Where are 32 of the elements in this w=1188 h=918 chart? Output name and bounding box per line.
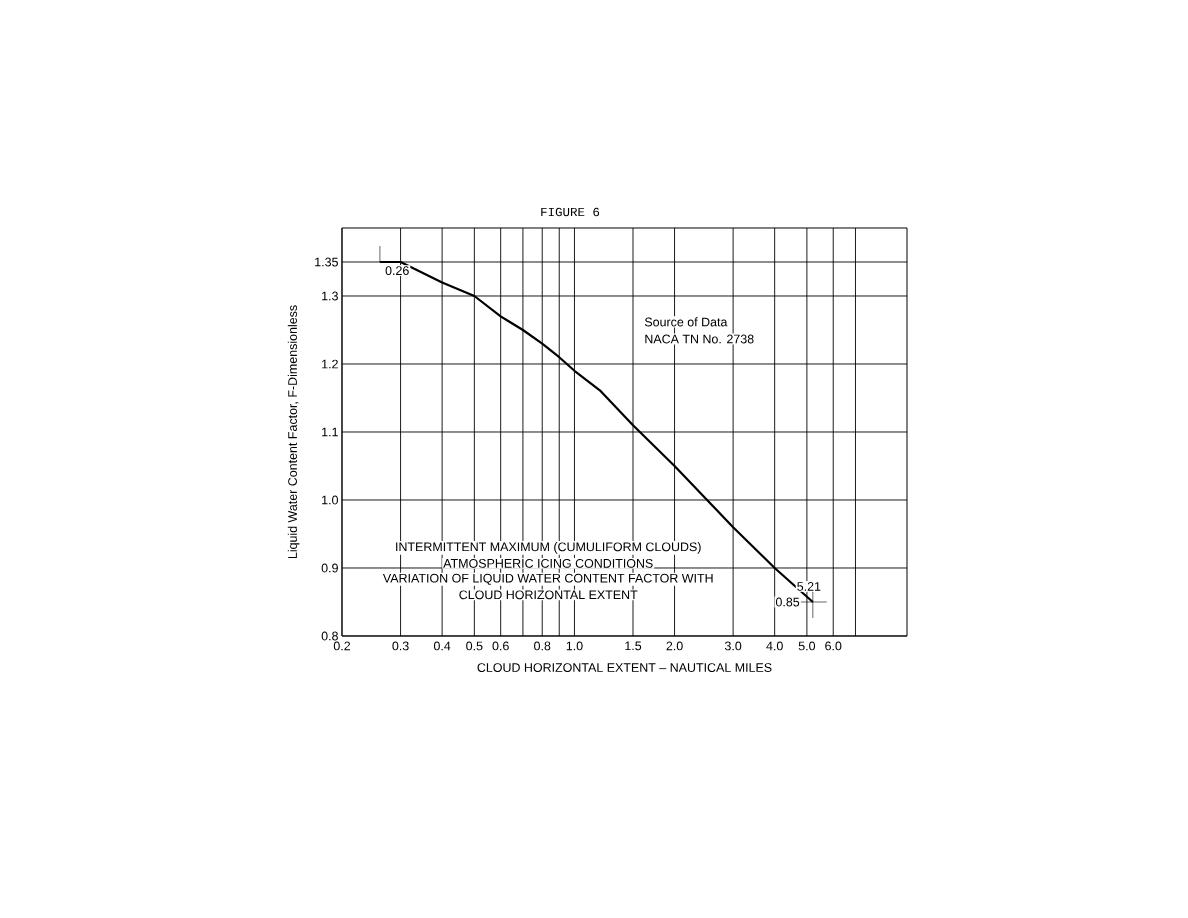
x-tick-label: 4.0 (766, 641, 783, 651)
x-tick-label: 0.2 (333, 641, 351, 651)
x-tick-label: 6.0 (825, 641, 842, 651)
annotation: VARIATION OF LIQUID WATER CONTENT FACTOR WITH (382, 573, 713, 585)
x-tick-label: 0.3 (392, 641, 409, 651)
x-tick-label: 1.0 (566, 641, 583, 651)
y-tick-label: 1.35 (315, 257, 338, 267)
annotation: CLOUD HORIZONTAL EXTENT (459, 590, 638, 600)
annotation: 0.85 (775, 597, 800, 607)
annotation: INTERMITTENT MAXIMUM (CUMULIFORM CLOUDS) (396, 542, 701, 554)
annotation: 0.26 (385, 266, 409, 275)
x-tick-label: 2.0 (666, 641, 683, 651)
chart-title: FIGURE 6 (541, 207, 600, 217)
y-axis-title: Liquid Water Content Factor, F-Dimensionless (287, 305, 300, 559)
x-tick-label: 0.6 (492, 641, 509, 651)
annotation: Source of Data (644, 317, 728, 327)
annotation: ATMOSPHERIC ICING CONDITIONS (443, 558, 653, 568)
y-tick-label: 0.9 (321, 563, 338, 573)
x-tick-label: 3.0 (724, 641, 742, 651)
y-tick-label: 1.3 (322, 291, 338, 301)
x-tick-label: 5.0 (798, 641, 816, 651)
y-tick-label: 1.0 (322, 495, 338, 505)
annotation: NACA TN No. 2738 (645, 334, 754, 344)
y-tick-label: 1.2 (322, 359, 338, 369)
x-axis-title: CLOUD HORIZONTAL EXTENT – NAUTICAL MILES (477, 663, 772, 672)
annotation: 5.21 (797, 582, 821, 591)
y-tick-label: 1.1 (322, 427, 338, 437)
x-tick-label: 0.8 (534, 641, 551, 651)
x-tick-label: 0.4 (433, 641, 451, 651)
x-tick-label: 1.5 (625, 641, 642, 651)
y-tick-label: 0.8 (321, 631, 338, 641)
x-tick-label: 0.5 (466, 641, 483, 651)
